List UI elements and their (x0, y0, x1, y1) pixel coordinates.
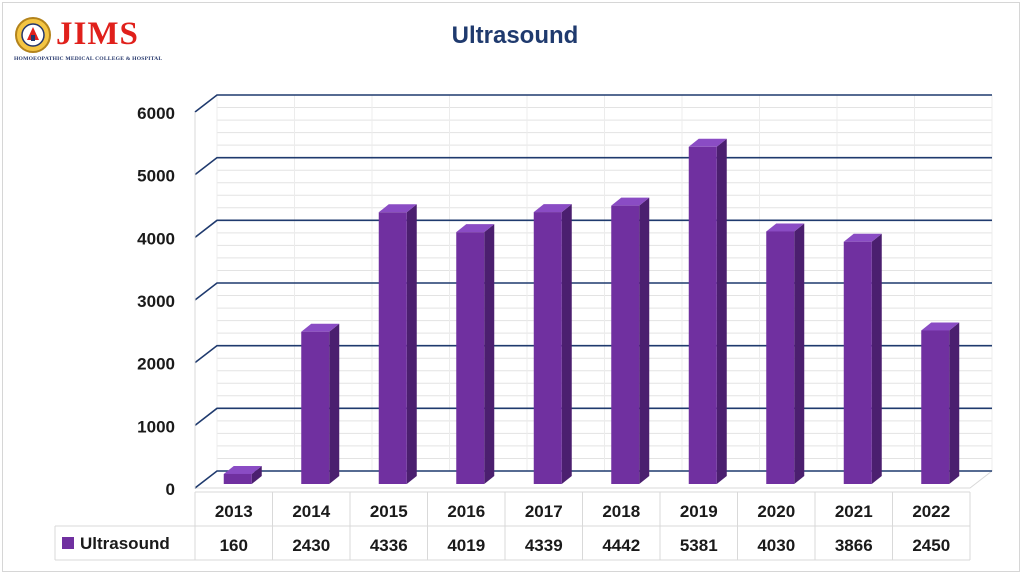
data-label: 4339 (525, 536, 563, 555)
bar-front (766, 231, 795, 484)
bar (456, 224, 495, 484)
bar-side (639, 197, 650, 484)
bar-front (688, 146, 717, 485)
bar-side (251, 465, 262, 484)
data-label: 2430 (292, 536, 330, 555)
major-gridline (194, 344, 992, 364)
bar-front (456, 232, 485, 484)
bar-side (949, 322, 960, 484)
logo-subtitle: HOMOEOPATHIC MEDICAL COLLEGE & HOSPITAL (14, 56, 163, 62)
bar (921, 322, 960, 484)
major-gridline (194, 407, 992, 426)
bar-top (533, 204, 572, 213)
major-gridline (194, 94, 992, 113)
data-label: 4442 (602, 536, 640, 555)
bar-front (921, 330, 950, 484)
bar (301, 323, 340, 484)
bar-side (871, 233, 882, 484)
bar-top (301, 323, 340, 332)
bar-top (223, 465, 262, 474)
bar-side (794, 223, 805, 484)
bar-top (456, 224, 495, 233)
x-tick-label: 2015 (370, 502, 408, 521)
major-gridline (194, 282, 992, 301)
x-tick-label: 2020 (757, 502, 795, 521)
data-label: 4030 (757, 536, 795, 555)
data-label: 4019 (447, 536, 485, 555)
bar-front (301, 331, 330, 484)
y-tick-label: 4000 (137, 229, 175, 248)
bar (766, 223, 805, 484)
bar-front (843, 241, 872, 484)
data-label: 5381 (680, 536, 718, 555)
data-label: 3866 (835, 536, 873, 555)
bar (611, 197, 650, 484)
logo-name: JIMS (56, 16, 139, 52)
bar-front (378, 212, 407, 484)
x-tick-label: 2013 (215, 502, 253, 521)
bar-top (688, 138, 727, 147)
bar-side (484, 224, 495, 484)
data-label: 160 (220, 536, 248, 555)
y-tick-label: 6000 (137, 104, 175, 123)
bar (688, 138, 727, 485)
bar-top (843, 233, 882, 242)
logo-emblem-icon (15, 17, 51, 53)
bar (843, 233, 882, 484)
bar-side (406, 204, 417, 484)
x-tick-label: 2016 (447, 502, 485, 521)
bar-top (611, 197, 650, 206)
y-tick-label: 2000 (137, 355, 175, 374)
bar-front (533, 212, 562, 484)
bar-top (378, 204, 417, 213)
data-label: 2450 (912, 536, 950, 555)
bar (533, 204, 572, 484)
bar (378, 204, 417, 484)
x-tick-label: 2022 (912, 502, 950, 521)
y-tick-label: 3000 (137, 292, 175, 311)
data-label: 4336 (370, 536, 408, 555)
y-tick-label: 1000 (137, 417, 175, 436)
bar-side (561, 204, 572, 484)
major-gridline (194, 219, 992, 238)
bar-side (329, 323, 340, 484)
major-gridline (194, 156, 992, 176)
x-tick-label: 2014 (292, 502, 330, 521)
bar-top (921, 322, 960, 331)
bar (223, 465, 262, 484)
bar-front (223, 473, 252, 484)
bar-front (611, 205, 640, 484)
major-gridline (194, 470, 992, 489)
legend-swatch (62, 537, 74, 549)
bar-side (716, 138, 727, 485)
x-tick-label: 2019 (680, 502, 718, 521)
legend-label: Ultrasound (80, 534, 170, 553)
y-tick-label: 5000 (137, 167, 175, 186)
chart-title: Ultrasound (451, 22, 579, 49)
x-tick-label: 2018 (602, 502, 640, 521)
x-tick-label: 2017 (525, 502, 563, 521)
y-tick-label: 0 (166, 480, 175, 499)
x-tick-label: 2021 (835, 502, 873, 521)
logo: JIMS HOMOEOPATHIC MEDICAL COLLEGE & HOSP… (14, 14, 174, 66)
bar-top (766, 223, 805, 232)
